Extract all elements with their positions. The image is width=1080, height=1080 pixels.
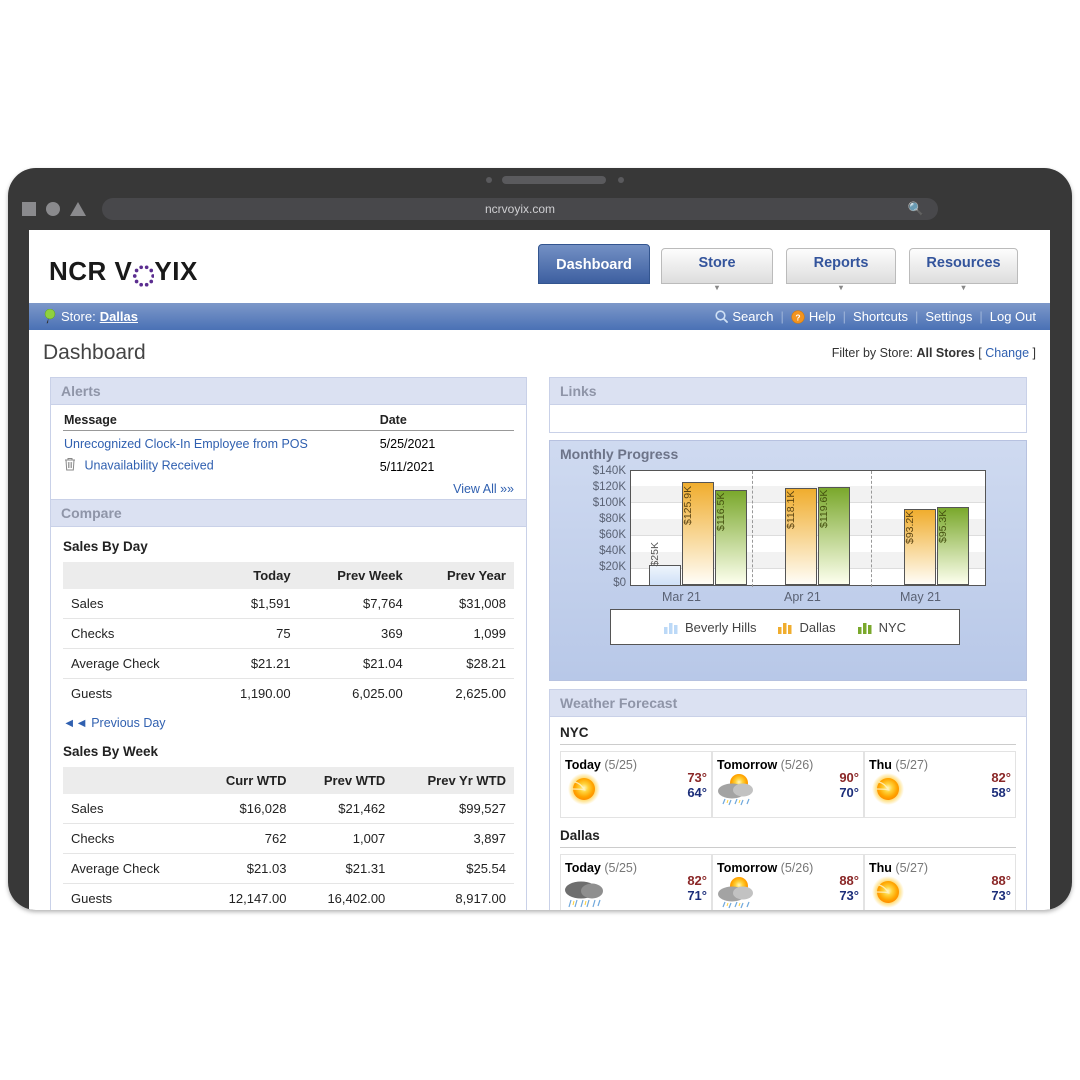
svg-text:?: ? bbox=[795, 312, 800, 322]
